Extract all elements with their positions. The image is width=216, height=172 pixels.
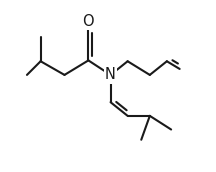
- Text: N: N: [105, 67, 116, 82]
- Text: O: O: [83, 14, 94, 29]
